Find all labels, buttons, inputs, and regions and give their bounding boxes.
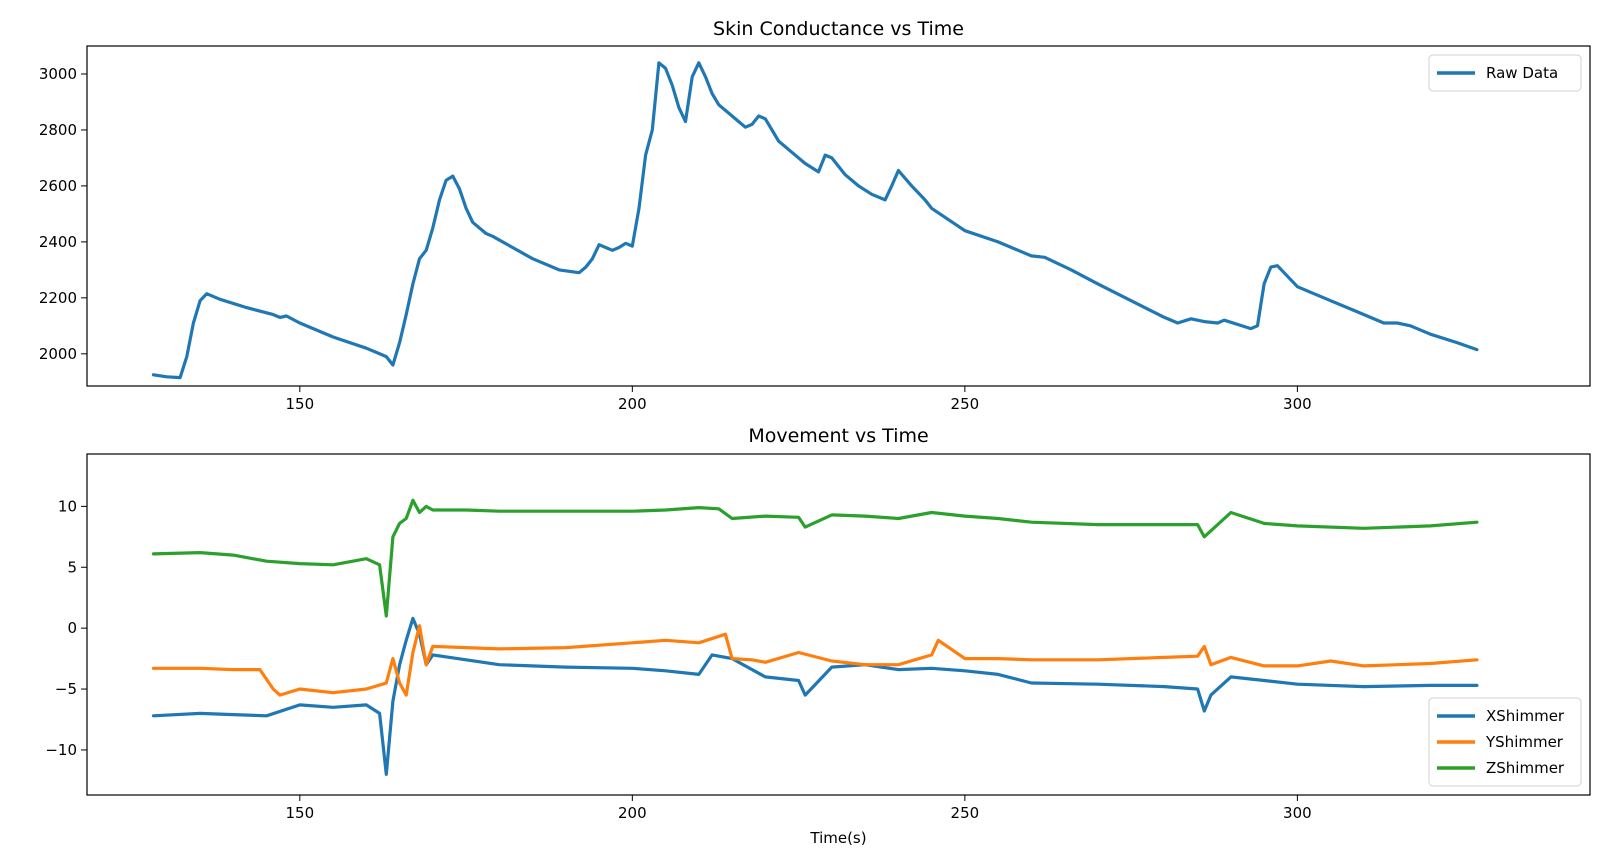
x-axis: 150 200 250 300 — [285, 795, 1312, 822]
x-tick-label: 150 — [285, 804, 314, 822]
y-tick-label: 2000 — [39, 345, 77, 363]
movement-chart: Movement vs Time 150 200 250 300 −10−50510 … — [45, 425, 1591, 847]
legend-label: XShimmer — [1486, 707, 1565, 725]
series-line-zshimmer — [151, 498, 1479, 618]
y-tick-label: 2200 — [39, 289, 77, 307]
y-tick-label: 2400 — [39, 233, 77, 251]
series-line-xshimmer — [151, 616, 1479, 776]
legend: Raw Data — [1428, 54, 1582, 92]
y-tick-label: 3000 — [39, 65, 77, 83]
legend-label: ZShimmer — [1486, 759, 1565, 777]
x-tick-label: 200 — [618, 804, 647, 822]
x-tick-label: 200 — [618, 395, 647, 413]
x-tick-label: 150 — [285, 395, 314, 413]
x-tick-label: 250 — [951, 804, 980, 822]
plot-area — [151, 61, 1479, 380]
series-line-raw-data — [151, 61, 1479, 380]
x-axis-label: Time(s) — [809, 829, 866, 847]
series-line-yshimmer — [151, 624, 1479, 697]
y-axis: −10 −5 0 5 10 — [45, 497, 87, 759]
chart-title: Skin Conductance vs Time — [713, 18, 964, 40]
y-axis: 2000 2200 2400 2600 2800 3000 — [39, 65, 87, 363]
legend-label: YShimmer — [1485, 733, 1564, 751]
y-tick-label: −5 — [55, 680, 77, 698]
y-tick-label: 2800 — [39, 121, 77, 139]
x-tick-label: 250 — [951, 395, 980, 413]
y-tick-label: 0 — [67, 619, 77, 637]
legend: XShimmer YShimmer ZShimmer — [1428, 697, 1582, 787]
x-tick-label: 300 — [1283, 804, 1312, 822]
chart-title: Movement vs Time — [748, 425, 928, 447]
y-tick-label: 2600 — [39, 177, 77, 195]
legend-frame — [1428, 697, 1582, 787]
x-tick-label: 300 — [1283, 395, 1312, 413]
legend-frame — [1428, 54, 1582, 92]
plot-area — [151, 498, 1479, 776]
x-axis: 150 200 250 300 — [285, 386, 1312, 413]
y-tick-label: 5 — [67, 558, 77, 576]
legend-label: Raw Data — [1486, 64, 1558, 82]
y-tick-label: 10 — [58, 497, 77, 515]
axes-frame — [86, 45, 1591, 387]
axes-frame — [86, 453, 1591, 796]
y-tick-label: −10 — [45, 741, 77, 759]
skin-conductance-chart: Skin Conductance vs Time 150 200 250 300 20… — [39, 18, 1591, 413]
